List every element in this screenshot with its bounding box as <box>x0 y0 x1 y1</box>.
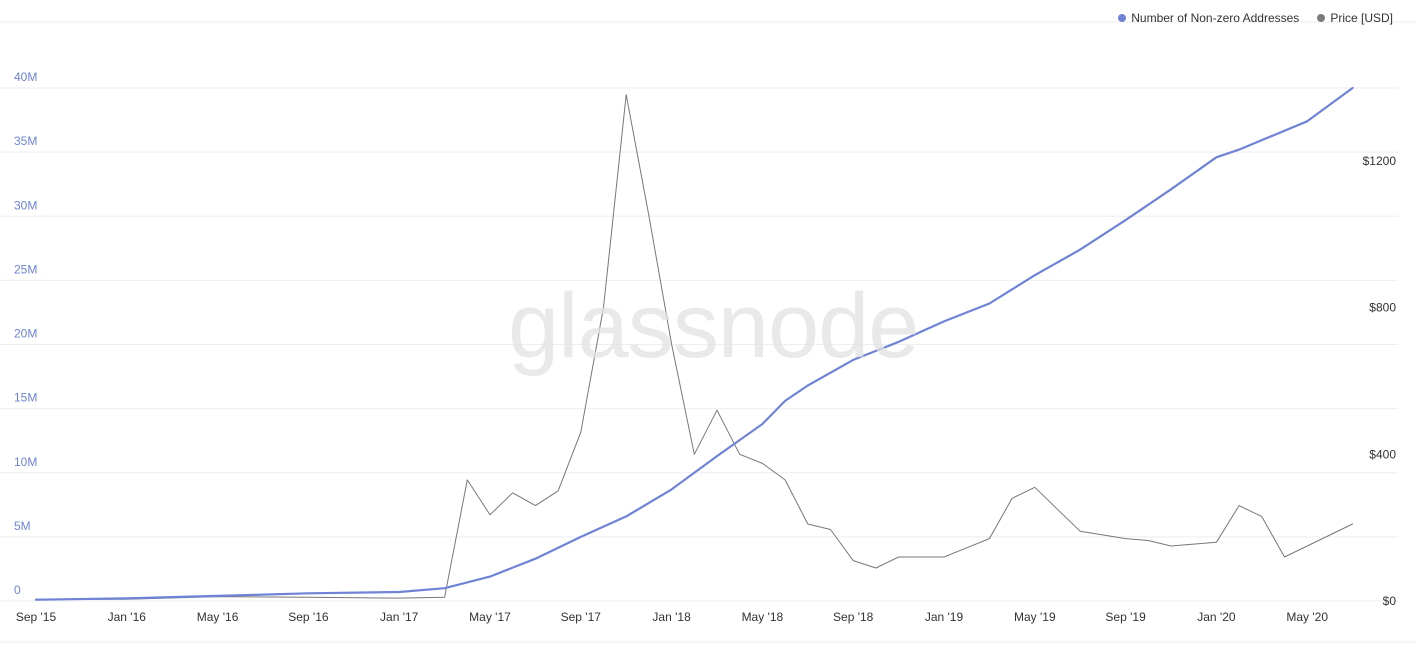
x-tick-label: Jan '18 <box>652 610 691 624</box>
right-y-tick-label: $0 <box>1383 594 1397 608</box>
left-y-tick-label: 30M <box>14 198 37 212</box>
chart-legend: Number of Non-zero Addresses Price [USD] <box>1118 11 1393 25</box>
x-tick-label: May '18 <box>742 610 784 624</box>
x-tick-label: Sep '15 <box>16 610 57 624</box>
x-tick-label: Sep '17 <box>561 610 602 624</box>
left-y-tick-label: 25M <box>14 262 37 276</box>
legend-dot-addresses <box>1118 14 1127 22</box>
addresses-series-line <box>34 86 1354 601</box>
left-y-tick-label: 0 <box>14 583 21 597</box>
x-tick-label: Jan '20 <box>1197 610 1236 624</box>
left-y-tick-label: 40M <box>14 70 37 84</box>
legend-dot-price <box>1317 14 1326 22</box>
x-tick-label: Jan '16 <box>108 610 147 624</box>
left-y-tick-label: 15M <box>14 391 37 405</box>
legend-label-addresses: Number of Non-zero Addresses <box>1131 11 1300 25</box>
legend-item-price[interactable]: Price [USD] <box>1317 11 1393 25</box>
x-tick-label: May '16 <box>197 610 239 624</box>
left-y-tick-label: 10M <box>14 455 37 469</box>
x-tick-label: May '19 <box>1014 610 1056 624</box>
price-series-line <box>35 94 1354 600</box>
left-y-tick-label: 20M <box>14 327 37 341</box>
left-y-tick-label: 35M <box>14 134 37 148</box>
glassnode-watermark: glassnode <box>508 275 919 377</box>
x-tick-label: Sep '18 <box>833 610 874 624</box>
x-tick-label: Sep '19 <box>1105 610 1146 624</box>
x-tick-label: Jan '17 <box>380 610 419 624</box>
legend-item-addresses[interactable]: Number of Non-zero Addresses <box>1118 11 1299 25</box>
right-y-tick-label: $800 <box>1369 301 1396 315</box>
x-tick-label: May '17 <box>469 610 511 624</box>
left-y-tick-label: 5M <box>14 519 31 533</box>
x-tick-label: May '20 <box>1286 610 1328 624</box>
x-tick-label: Jan '19 <box>925 610 964 624</box>
right-y-tick-label: $400 <box>1369 447 1396 461</box>
x-tick-label: Sep '16 <box>288 610 329 624</box>
legend-label-price: Price [USD] <box>1330 11 1393 25</box>
right-y-tick-label: $1200 <box>1363 154 1397 168</box>
